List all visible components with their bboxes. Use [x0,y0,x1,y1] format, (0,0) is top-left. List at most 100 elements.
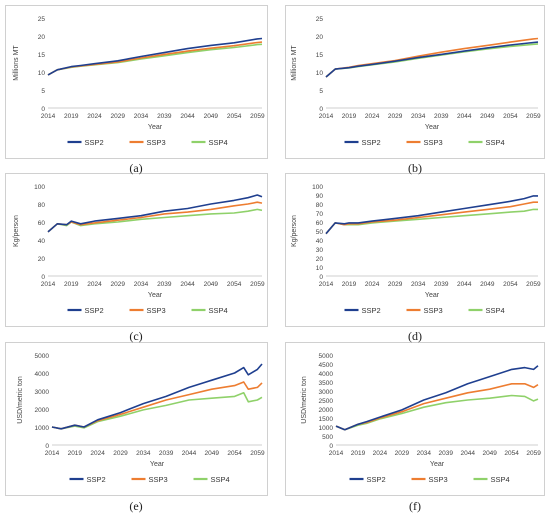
x-tick-label-a: 2034 [134,113,149,120]
series-line-ssp4-e [51,391,263,430]
x-tick-label-c: 2044 [180,281,195,288]
y-tick-label-b: 5 [319,88,323,95]
x-tick-label-f: 2034 [417,450,432,457]
y-tick-label-c: 60 [38,220,46,227]
y-tick-label-f: 1500 [319,416,334,423]
x-tick-label-b: 2029 [388,113,403,120]
x-tick-label-e: 2054 [227,450,242,457]
y-tick-label-d: 100 [312,184,323,191]
x-tick-label-f: 2014 [329,450,344,457]
legend-label-ssp3-e: SSP3 [149,475,168,484]
y-tick-label-a: 0 [41,106,45,113]
x-tick-label-d: 2054 [503,281,518,288]
y-tick-label-e: 4000 [35,371,50,378]
x-tick-label-f: 2019 [351,450,366,457]
chart-panel-d [285,173,545,327]
chart-c: 0 20 40 60 80 100 2014 2019 2024 2029 2034 2039 2044… [13,184,265,315]
legend-label-ssp4-d: SSP4 [486,306,505,315]
x-tick-label-c: 2054 [227,281,242,288]
y-tick-label-d: 30 [316,247,324,254]
series-line-ssp2-c [47,194,263,233]
x-tick-label-d: 2039 [434,281,449,288]
x-tick-label-e: 2024 [90,450,105,457]
x-tick-label-b: 2024 [365,113,380,120]
y-tick-label-f: 3000 [319,389,334,396]
chart-b: 0 5 10 15 20 25 2014 2019 2024 2029 2034 2039 2044 20… [291,16,541,147]
y-tick-label-c: 40 [38,238,46,245]
y-tick-label-f: 0 [329,443,333,450]
x-axis-label-b: Year [425,124,440,131]
y-axis-label-e: USD/metric ton [17,376,24,424]
x-tick-label-c: 2039 [157,281,172,288]
y-tick-label-c: 80 [38,202,46,209]
y-tick-label-f: 4500 [319,362,334,369]
chart-panel-a [5,5,268,159]
x-axis-label-d: Year [425,292,440,299]
panel-caption-c: (c) [129,329,143,343]
series-line-ssp2-f [335,365,539,431]
x-tick-label-a: 2059 [250,113,265,120]
chart-panel-c [5,173,268,327]
x-tick-label-d: 2059 [526,281,541,288]
chart-a: 0 5 10 15 20 25 2014 2019 2024 2029 2034 2039 2044 20… [13,16,265,147]
x-tick-label-c: 2019 [64,281,79,288]
x-tick-label-e: 2039 [159,450,174,457]
legend-label-ssp2-a: SSP2 [85,138,104,147]
y-tick-label-f: 1000 [319,425,334,432]
y-tick-label-d: 60 [316,220,324,227]
series-line-ssp2-e [51,363,263,430]
chart-d: 0 10 20 30 40 50 60 70 80 90 100 2014 2019 2024 2029 20… [291,184,541,315]
x-tick-label-b: 2019 [342,113,357,120]
y-axis-label-d: Kg/person [291,215,298,247]
y-tick-label-c: 100 [34,184,45,191]
y-tick-label-b: 0 [319,106,323,113]
legend-label-ssp4-b: SSP4 [486,138,505,147]
x-tick-label-b: 2034 [411,113,426,120]
x-tick-label-f: 2044 [461,450,476,457]
x-axis-label-e: Year [150,461,165,468]
chart-panel-e [5,342,268,496]
x-tick-label-d: 2029 [388,281,403,288]
x-tick-label-a: 2054 [227,113,242,120]
x-tick-label-a: 2044 [180,113,195,120]
legend-label-ssp3-d: SSP3 [424,306,443,315]
y-tick-label-c: 20 [38,256,46,263]
y-tick-label-d: 50 [316,229,324,236]
series-line-ssp3-a [47,41,263,76]
x-tick-label-e: 2019 [68,450,83,457]
panel-caption-b: (b) [408,161,422,175]
y-axis-label-b: Millions MT [291,45,298,81]
y-axis-label-f: USD/metric ton [301,376,308,424]
x-tick-label-f: 2029 [395,450,410,457]
x-tick-label-b: 2014 [319,113,334,120]
legend-label-ssp3-c: SSP3 [147,306,166,315]
x-tick-label-f: 2059 [526,450,541,457]
panel-caption-f: (f) [409,499,421,513]
y-tick-label-d: 80 [316,202,324,209]
x-tick-label-d: 2049 [480,281,495,288]
x-tick-label-f: 2049 [482,450,497,457]
x-tick-label-d: 2034 [411,281,426,288]
legend-label-ssp2-f: SSP2 [367,475,386,484]
y-tick-label-e: 3000 [35,389,50,396]
legend-label-ssp4-a: SSP4 [209,138,228,147]
x-tick-label-c: 2049 [204,281,219,288]
x-axis-label-a: Year [148,124,163,131]
y-tick-label-b: 20 [316,34,324,41]
y-tick-label-e: 2000 [35,407,50,414]
x-tick-label-a: 2029 [111,113,126,120]
y-tick-label-f: 3500 [319,380,334,387]
y-tick-label-d: 20 [316,256,324,263]
x-tick-label-e: 2029 [113,450,128,457]
panel-caption-e: (e) [129,499,143,513]
y-tick-label-d: 70 [316,211,324,218]
x-tick-label-b: 2059 [526,113,541,120]
y-axis-label-c: Kg/person [13,215,20,247]
x-tick-label-a: 2039 [157,113,172,120]
y-tick-label-a: 25 [38,16,46,23]
y-tick-label-f: 4000 [319,371,334,378]
legend-label-ssp3-b: SSP3 [424,138,443,147]
legend-label-ssp3-f: SSP3 [429,475,448,484]
y-tick-label-a: 10 [38,70,46,77]
